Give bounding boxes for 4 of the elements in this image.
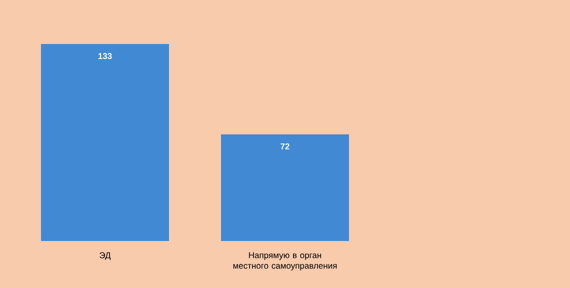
data-label: 72 [280,143,290,150]
x-tick-label: ЭД [100,252,111,260]
data-label: 133 [98,53,112,60]
x-tick-label: Напрямую в орган местного самоуправления [233,252,337,270]
